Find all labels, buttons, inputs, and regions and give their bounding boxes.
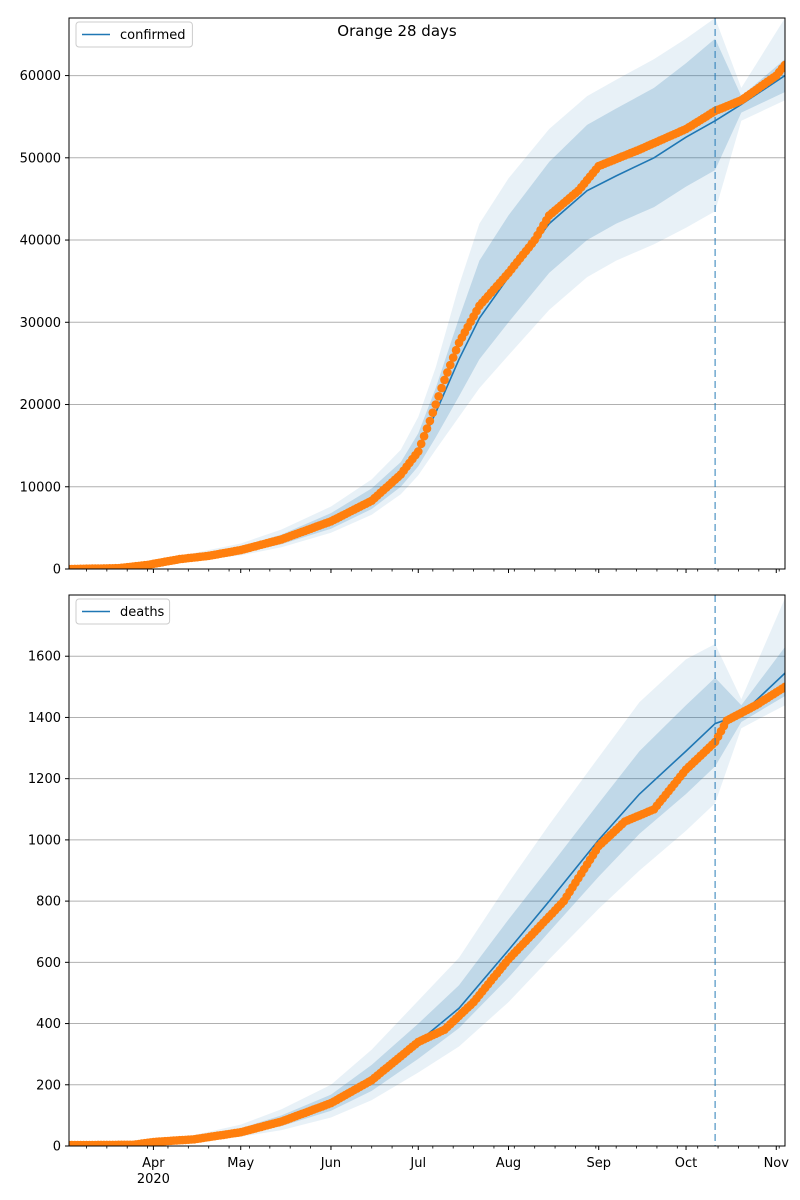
data-point <box>440 375 449 385</box>
legend: confirmed <box>75 21 193 48</box>
x-year-label: 2020 <box>137 1172 170 1187</box>
x-tick-label: Aug <box>496 1156 521 1171</box>
y-tick-label: 0 <box>53 1140 61 1155</box>
data-point <box>448 353 458 362</box>
y-tick-label: 60000 <box>20 69 61 84</box>
data-point <box>428 408 438 418</box>
y-tick-label: 10000 <box>20 480 61 495</box>
axes-frame <box>68 17 786 570</box>
data-point <box>431 400 441 409</box>
data-point <box>446 360 455 370</box>
y-tick-label: 1400 <box>28 711 61 726</box>
x-tick-label: Sep <box>586 1156 611 1171</box>
plot-area <box>69 18 785 569</box>
data-point <box>416 439 426 449</box>
uncertainty-band <box>69 598 785 1146</box>
data-point <box>780 682 785 692</box>
y-tick-label: 50000 <box>20 151 61 166</box>
data-point <box>422 424 432 433</box>
uncertainty-band <box>69 18 785 569</box>
x-tick-label: Nov <box>764 1156 790 1171</box>
observed-points <box>69 60 785 569</box>
x-tick-label: Jun <box>320 1156 341 1171</box>
data-point <box>434 392 443 401</box>
data-point <box>443 368 452 377</box>
uncertainty-band <box>69 38 785 569</box>
uncertainty-band <box>69 647 785 1146</box>
x-tick-label: Apr <box>142 1156 165 1171</box>
y-tick-label: 0 <box>53 563 61 578</box>
data-point <box>437 383 446 393</box>
data-point <box>780 60 785 70</box>
x-tick-label: Oct <box>675 1156 697 1171</box>
data-point <box>451 345 461 355</box>
chart-deaths: 0 200 400 600 800 1000 1200 1400 1600 Apr May Jun Ju… <box>28 594 790 1187</box>
y-tick-label: 200 <box>36 1078 61 1093</box>
data-point <box>419 431 429 441</box>
y-tick-label: 1200 <box>28 772 61 787</box>
y-tick-label: 400 <box>36 1017 61 1032</box>
axes-frame <box>68 594 786 1147</box>
legend-label: confirmed <box>120 28 186 43</box>
chart-confirmed: 0 10000 20000 30000 40000 50000 60000 confirmed <box>20 17 786 578</box>
uncertainty-band-inner <box>69 647 785 1146</box>
y-tick-label: 20000 <box>20 398 61 413</box>
uncertainty-band-inner <box>69 38 785 569</box>
legend-label: deaths <box>120 605 165 620</box>
figure-title: Orange 28 days <box>337 22 457 40</box>
legend: deaths <box>75 598 171 625</box>
observed-points <box>69 682 785 1146</box>
y-tick-label: 30000 <box>20 316 61 331</box>
data-point <box>425 416 435 426</box>
x-tick-label: May <box>227 1156 254 1171</box>
legend-box <box>75 598 171 625</box>
y-tick-label: 40000 <box>20 234 61 249</box>
legend-box <box>75 21 193 48</box>
y-tick-label: 1000 <box>28 833 61 848</box>
y-tick-label: 800 <box>36 895 61 910</box>
data-point <box>414 447 423 456</box>
plot-area <box>69 598 785 1146</box>
x-tick-label: Jul <box>409 1156 426 1171</box>
y-tick-label: 1600 <box>28 650 61 665</box>
y-tick-label: 600 <box>36 956 61 971</box>
